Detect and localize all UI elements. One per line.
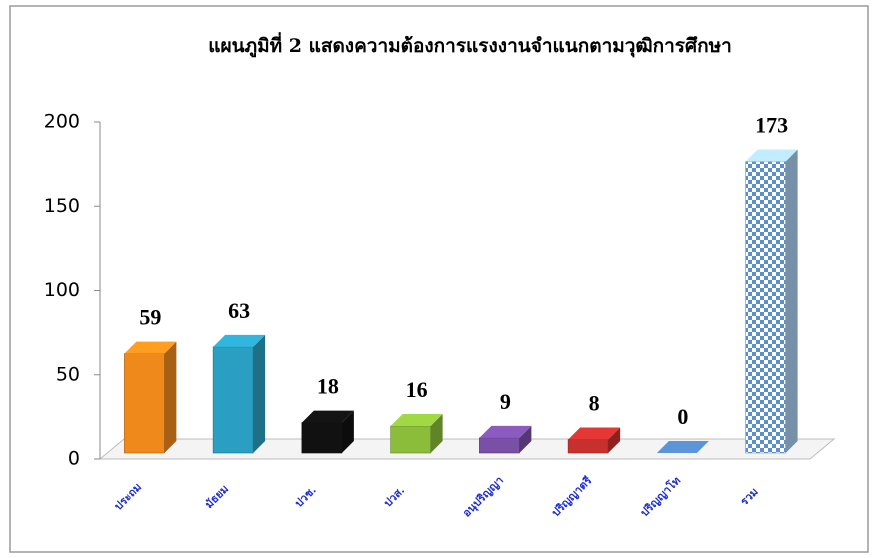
bar-side: [786, 149, 798, 453]
bar: [746, 161, 786, 453]
data-label: 9: [500, 389, 511, 414]
chart-border: [10, 6, 868, 552]
bar: [124, 354, 164, 453]
chart: แผนภูมิที่ 2 แสดงความต้องการแรงงานจำแนกต…: [0, 0, 878, 558]
bar-side: [164, 342, 176, 453]
data-label: 8: [589, 391, 600, 416]
bar: [568, 440, 608, 453]
y-tick-label: 0: [68, 448, 80, 470]
data-label: 18: [317, 374, 339, 399]
floor: [100, 439, 834, 459]
bar: [391, 426, 431, 453]
data-label: 63: [228, 298, 250, 323]
y-tick-label: 50: [56, 363, 80, 385]
y-tick-label: 100: [44, 279, 80, 301]
data-label: 0: [677, 404, 688, 429]
bar-side: [253, 335, 265, 453]
bar: [302, 423, 342, 453]
data-label: 16: [406, 377, 428, 402]
y-tick-label: 200: [44, 111, 80, 133]
chart-title: แผนภูมิที่ 2 แสดงความต้องการแรงงานจำแนกต…: [208, 32, 732, 58]
bar: [213, 347, 253, 453]
y-tick-label: 150: [44, 195, 80, 217]
bar: [479, 438, 519, 453]
data-label: 59: [139, 305, 161, 330]
data-label: 173: [755, 113, 788, 138]
